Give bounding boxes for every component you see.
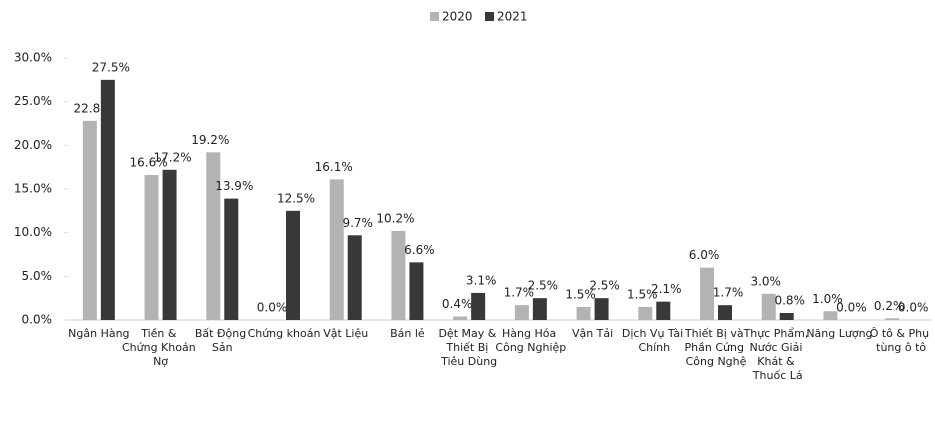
bar bbox=[885, 318, 900, 320]
bar bbox=[206, 152, 221, 320]
x-tick-label: Dịch Vụ Tài Chính bbox=[622, 327, 687, 354]
value-label: 3.0% bbox=[750, 274, 781, 288]
value-label: 6.0% bbox=[689, 248, 720, 262]
x-tick-label: Bán lẻ bbox=[390, 327, 425, 340]
value-label: 0.2% bbox=[874, 299, 905, 313]
bar bbox=[761, 293, 776, 320]
x-tick-label: Thiết Bị và Phần Cứng Công Nghệ bbox=[684, 327, 748, 368]
value-label: 0.0% bbox=[257, 301, 288, 315]
bar bbox=[162, 169, 177, 320]
value-label: 0.8% bbox=[774, 294, 805, 308]
x-tick-label: Chứng khoán bbox=[248, 327, 321, 340]
bar bbox=[471, 292, 486, 320]
bar bbox=[329, 179, 344, 320]
x-tick-label: Hàng Hóa Công Nghiệp bbox=[495, 327, 566, 354]
bar bbox=[532, 298, 547, 320]
bar bbox=[594, 298, 609, 320]
value-label: 16.1% bbox=[315, 160, 353, 174]
y-tick-label: 20.0% bbox=[14, 138, 52, 152]
x-tick-label: Vật Liệu bbox=[323, 327, 368, 340]
bar bbox=[718, 305, 732, 320]
x-tick-label: Thực Phẩm, Nước Giải Khát & Thuốc Lá bbox=[743, 327, 812, 382]
x-tick-label: Tiền & Chứng Khoán Nợ bbox=[122, 327, 199, 368]
x-tick-label: Dệt May & Thiết Bị Tiêu Dùng bbox=[438, 327, 499, 368]
value-label: 22.8 bbox=[73, 101, 100, 115]
value-label: 0.4% bbox=[442, 297, 473, 311]
bar bbox=[82, 120, 97, 320]
value-label: 13.9% bbox=[215, 179, 253, 193]
value-label: 0.0% bbox=[898, 301, 929, 315]
x-tick-label: Vận Tải bbox=[572, 327, 613, 340]
value-label: 0.0% bbox=[836, 301, 867, 315]
bar bbox=[779, 313, 794, 320]
value-label: 17.2% bbox=[154, 150, 192, 164]
y-tick-label: 25.0% bbox=[14, 94, 52, 108]
bar bbox=[514, 305, 529, 320]
y-tick-label: 15.0% bbox=[14, 182, 52, 196]
legend-swatch bbox=[430, 12, 439, 21]
x-tick-label: Ngân Hàng bbox=[68, 327, 129, 340]
x-tick-label: Bất Động Sản bbox=[195, 327, 250, 354]
bar bbox=[638, 306, 653, 320]
bar bbox=[656, 301, 671, 320]
y-tick-label: 0.0% bbox=[22, 313, 53, 327]
bar bbox=[144, 175, 159, 320]
value-label: 19.2% bbox=[191, 133, 229, 147]
bar bbox=[286, 210, 300, 320]
value-label: 2.1% bbox=[651, 282, 682, 296]
x-tick-label: Ô tô & Phụ tùng ô tô bbox=[870, 327, 933, 354]
legend-swatch bbox=[485, 12, 494, 21]
bar bbox=[100, 79, 115, 320]
value-label: 6.6% bbox=[404, 243, 435, 257]
value-label: 16.6% bbox=[130, 156, 168, 170]
value-label: 1.7% bbox=[504, 286, 535, 300]
value-label: 27.5% bbox=[92, 60, 130, 74]
value-label: 12.5% bbox=[277, 191, 315, 205]
y-tick-label: 10.0% bbox=[14, 225, 52, 239]
value-label: 9.7% bbox=[342, 216, 373, 230]
bar bbox=[391, 230, 406, 320]
value-label: 10.2% bbox=[376, 211, 414, 225]
value-label: 3.1% bbox=[466, 273, 497, 287]
y-tick-label: 30.0% bbox=[14, 51, 52, 65]
bar bbox=[347, 235, 362, 320]
bar bbox=[823, 311, 838, 320]
bar bbox=[700, 267, 714, 320]
value-label: 1.0% bbox=[812, 292, 843, 306]
legend-label: 2021 bbox=[497, 10, 528, 24]
value-label: 2.5% bbox=[528, 279, 559, 293]
value-label: 1.5% bbox=[565, 287, 596, 301]
y-tick-label: 5.0% bbox=[22, 269, 53, 283]
bar bbox=[576, 306, 591, 320]
legend-label: 2020 bbox=[442, 10, 473, 24]
bar bbox=[224, 198, 239, 320]
bar bbox=[453, 316, 468, 320]
bar bbox=[409, 262, 424, 320]
value-label: 2.5% bbox=[589, 279, 620, 293]
x-tick-label: Năng Lượng bbox=[806, 327, 872, 340]
value-label: 1.5% bbox=[627, 287, 658, 301]
value-label: 1.7% bbox=[713, 286, 744, 300]
